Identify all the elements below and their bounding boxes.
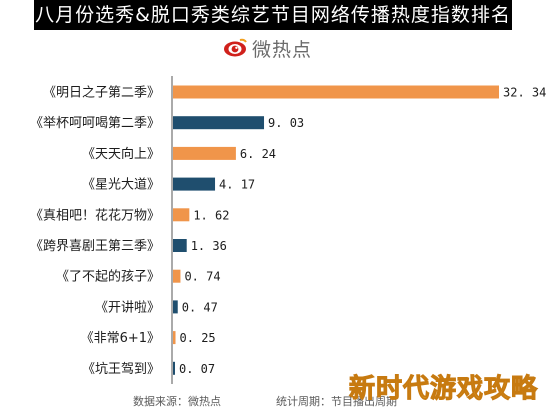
footer: 数据来源：微热点 统计周期：节目播出周期	[0, 394, 548, 409]
bar	[173, 116, 265, 130]
category-label: 《跨界喜剧王第三季》	[30, 239, 160, 254]
bar	[173, 361, 175, 375]
category-label: 《真相吧！花花万物》	[30, 207, 160, 223]
value-label: 0. 25	[180, 331, 216, 345]
value-label: 9. 03	[268, 116, 304, 130]
value-label: 0. 47	[182, 300, 218, 314]
category-label: 《星光大道》	[82, 178, 160, 193]
bar	[173, 269, 181, 283]
category-label: 《明日之子第二季》	[43, 86, 160, 101]
bar	[173, 208, 190, 222]
category-label: 《坑王驾到》	[82, 362, 160, 377]
category-label: 《天天向上》	[82, 146, 160, 162]
statistics-period: 统计周期：节目播出周期	[276, 395, 397, 408]
category-label: 《举杯呵呵喝第二季》	[30, 116, 160, 131]
chart-title: 八月份选秀&脱口秀类综艺节目网络传播热度指数排名	[34, 0, 512, 30]
data-source: 数据来源：微热点	[133, 395, 221, 408]
value-label: 1. 36	[191, 239, 227, 253]
bar	[173, 239, 187, 252]
bar	[173, 146, 236, 160]
bar-chart: 《明日之子第二季》 32. 34 《举杯呵呵喝第二季》 9. 03 《天天向上》 6. 2…	[30, 76, 546, 384]
value-label: 1. 62	[193, 208, 229, 222]
value-label: 0. 07	[179, 362, 215, 376]
value-label: 4. 17	[219, 178, 255, 192]
value-label: 6. 24	[240, 147, 276, 161]
bar	[173, 300, 178, 314]
category-label: 《开讲啦》	[95, 300, 160, 315]
bar	[173, 85, 499, 99]
value-label: 0. 74	[184, 270, 220, 284]
category-label: 《了不起的孩子》	[56, 269, 160, 285]
category-label: 《非常6+1》	[81, 331, 160, 346]
bar	[173, 331, 176, 345]
weireidian-logo: 微热点	[222, 30, 312, 66]
logo-text: 微热点	[252, 38, 313, 61]
value-label: 32. 34	[503, 86, 546, 100]
eye-logo-icon	[224, 38, 247, 57]
bar	[173, 177, 216, 191]
watermark-text: 新时代游戏攻略	[348, 374, 538, 405]
